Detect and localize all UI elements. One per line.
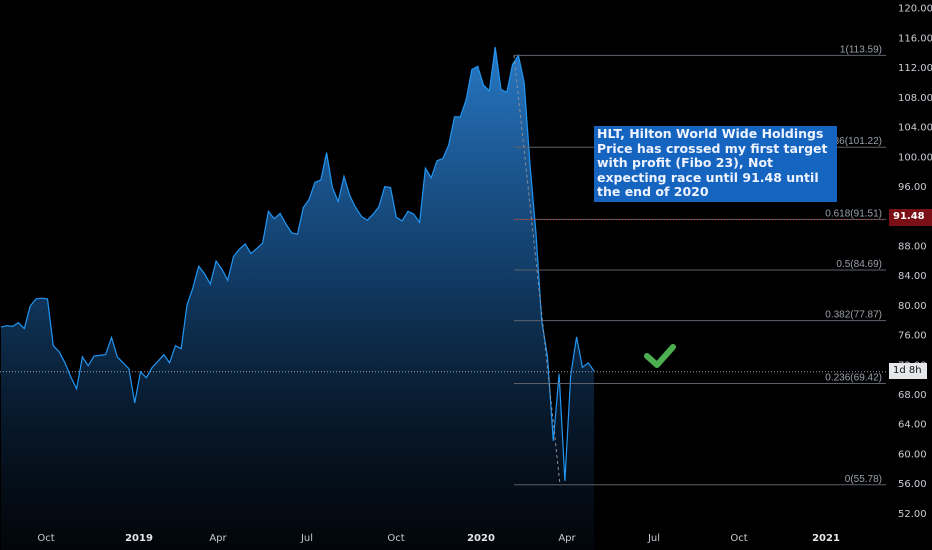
note-line: Price has crossed my first target: [597, 140, 828, 156]
note-line: with profit (Fibo 23), Not: [597, 155, 774, 171]
note-line: HLT, Hilton World Wide Holdings: [597, 126, 824, 141]
x-tick-label: Jul: [647, 533, 660, 544]
analysis-note: HLT, Hilton World Wide Holdings Price ha…: [594, 126, 837, 202]
y-tick-label: 100.00: [898, 152, 932, 163]
y-tick-label: 108.00: [898, 93, 932, 104]
x-tick-label: Apr: [558, 533, 576, 544]
note-line: expecting race until 91.48 until: [597, 169, 819, 185]
current-price-countdown-tag: 1d 8h: [889, 363, 927, 379]
price-line: [0, 47, 595, 481]
note-line: the end of 2020: [597, 184, 709, 200]
x-tick-label: 2019: [125, 533, 153, 544]
fib-level-label: 0.236(69.42): [825, 372, 882, 383]
y-tick-label: 80.00: [898, 301, 927, 312]
y-tick-label: 112.00: [898, 63, 932, 74]
x-tick-label: 2021: [812, 533, 840, 544]
target-price-tag: 91.48: [889, 209, 932, 226]
x-tick-label: Jul: [300, 533, 313, 544]
y-tick-label: 88.00: [898, 241, 927, 252]
x-tick-label: Oct: [37, 533, 54, 544]
x-tick-label: Apr: [209, 533, 227, 544]
y-tick-label: 64.00: [898, 420, 927, 431]
y-tick-label: 76.00: [898, 331, 927, 342]
y-tick-label: 96.00: [898, 182, 927, 193]
y-tick-label: 120.00: [898, 4, 932, 15]
x-tick-label: Oct: [730, 533, 747, 544]
y-tick-label: 116.00: [898, 33, 932, 44]
y-tick-label: 56.00: [898, 479, 927, 490]
price-area: [1, 47, 594, 550]
x-tick-label: 2020: [467, 533, 495, 544]
y-tick-label: 60.00: [898, 449, 927, 460]
fib-level-label: 0.786(101.22): [820, 136, 882, 147]
fib-level-label: 0.382(77.87): [825, 310, 882, 321]
x-tick-label: Oct: [387, 533, 404, 544]
y-tick-label: 68.00: [898, 390, 927, 401]
y-tick-label: 104.00: [898, 123, 932, 134]
fib-level-label: 0(55.78): [845, 474, 882, 485]
check-icon: [644, 344, 676, 368]
fib-level-label: 0.618(91.51): [825, 208, 882, 219]
y-tick-label: 84.00: [898, 271, 927, 282]
y-tick-label: 52.00: [898, 509, 927, 520]
fib-level-label: 1(113.59): [840, 44, 882, 55]
fib-level-label: 0.5(84.69): [836, 259, 882, 270]
